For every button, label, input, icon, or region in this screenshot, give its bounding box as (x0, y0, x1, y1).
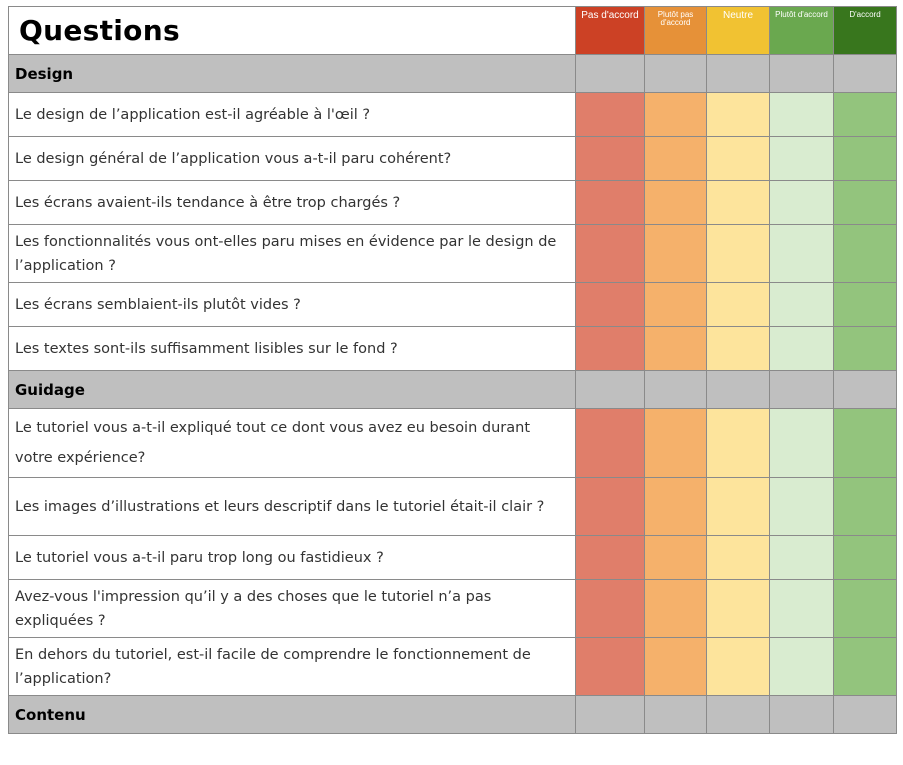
scale-label: Neutre (722, 10, 753, 21)
response-neutral[interactable] (706, 477, 770, 536)
response-neutral[interactable] (706, 92, 770, 137)
scale-label: D'accord (849, 10, 881, 19)
response-somewhat-disagree[interactable] (644, 408, 707, 478)
response-somewhat-agree[interactable] (769, 224, 834, 283)
response-strongly-disagree[interactable] (575, 326, 645, 371)
response-somewhat-disagree[interactable] (644, 579, 707, 638)
response-somewhat-agree[interactable] (769, 637, 834, 696)
survey-table: Questions Pas d'accord Plutôt pas d'acco… (8, 6, 897, 734)
response-somewhat-disagree[interactable] (644, 326, 707, 371)
question-row: Les écrans avaient-ils tendance à être t… (8, 180, 897, 225)
response-agree[interactable] (833, 136, 897, 181)
response-strongly-disagree[interactable] (575, 637, 645, 696)
response-neutral[interactable] (706, 180, 770, 225)
response-somewhat-agree[interactable] (769, 579, 834, 638)
question-text: Les images d’illustrations et leurs desc… (8, 477, 576, 536)
response-strongly-disagree[interactable] (575, 282, 645, 327)
title-cell: Questions (8, 6, 576, 55)
response-agree[interactable] (833, 282, 897, 327)
scale-header-strongly-disagree: Pas d'accord (575, 6, 645, 55)
response-somewhat-disagree[interactable] (644, 477, 707, 536)
question-row: En dehors du tutoriel, est-il facile de … (8, 637, 897, 696)
section-row-contenu: Contenu (8, 695, 897, 734)
question-row: Le tutoriel vous a-t-il expliqué tout ce… (8, 408, 897, 478)
response-somewhat-agree[interactable] (769, 92, 834, 137)
response-agree[interactable] (833, 535, 897, 580)
response-strongly-disagree[interactable] (575, 136, 645, 181)
question-text: Le design de l’application est-il agréab… (8, 92, 576, 137)
response-somewhat-disagree[interactable] (644, 224, 707, 283)
question-row: Avez-vous l'impression qu’il y a des cho… (8, 579, 897, 638)
response-somewhat-agree[interactable] (769, 535, 834, 580)
response-neutral[interactable] (706, 282, 770, 327)
scale-label: Plutôt d'accord (775, 10, 828, 19)
page-title: Questions (19, 14, 180, 47)
response-somewhat-agree[interactable] (769, 282, 834, 327)
response-agree[interactable] (833, 408, 897, 478)
question-text: Le tutoriel vous a-t-il paru trop long o… (8, 535, 576, 580)
question-row: Le design de l’application est-il agréab… (8, 92, 897, 137)
response-agree[interactable] (833, 224, 897, 283)
response-somewhat-disagree[interactable] (644, 282, 707, 327)
response-somewhat-disagree[interactable] (644, 637, 707, 696)
response-strongly-disagree[interactable] (575, 92, 645, 137)
response-somewhat-disagree[interactable] (644, 136, 707, 181)
scale-label: Pas d'accord (581, 10, 639, 21)
scale-header-somewhat-agree: Plutôt d'accord (769, 6, 834, 55)
response-strongly-disagree[interactable] (575, 579, 645, 638)
response-somewhat-disagree[interactable] (644, 180, 707, 225)
question-text: Les textes sont-ils suffisamment lisible… (8, 326, 576, 371)
response-agree[interactable] (833, 180, 897, 225)
question-row: Le design général de l’application vous … (8, 136, 897, 181)
scale-label: Plutôt pas d'accord (657, 10, 694, 27)
question-row: Les fonctionnalités vous ont-elles paru … (8, 224, 897, 283)
section-row-guidage: Guidage (8, 370, 897, 409)
question-row: Le tutoriel vous a-t-il paru trop long o… (8, 535, 897, 580)
scale-header-agree: D'accord (833, 6, 897, 55)
response-somewhat-disagree[interactable] (644, 535, 707, 580)
response-neutral[interactable] (706, 408, 770, 478)
response-somewhat-agree[interactable] (769, 136, 834, 181)
question-text: Le tutoriel vous a-t-il expliqué tout ce… (8, 408, 576, 478)
response-neutral[interactable] (706, 326, 770, 371)
question-text: Les écrans semblaient-ils plutôt vides ? (8, 282, 576, 327)
section-title: Contenu (15, 705, 86, 724)
question-text: Les écrans avaient-ils tendance à être t… (8, 180, 576, 225)
response-agree[interactable] (833, 92, 897, 137)
response-strongly-disagree[interactable] (575, 535, 645, 580)
question-text: Le design général de l’application vous … (8, 136, 576, 181)
question-text: Avez-vous l'impression qu’il y a des cho… (8, 579, 576, 638)
response-neutral[interactable] (706, 579, 770, 638)
section-row-design: Design (8, 54, 897, 93)
question-row: Les textes sont-ils suffisamment lisible… (8, 326, 897, 371)
question-row: Les images d’illustrations et leurs desc… (8, 477, 897, 536)
response-somewhat-agree[interactable] (769, 477, 834, 536)
response-strongly-disagree[interactable] (575, 180, 645, 225)
scale-header-neutral: Neutre (706, 6, 770, 55)
response-somewhat-agree[interactable] (769, 180, 834, 225)
question-row: Les écrans semblaient-ils plutôt vides ? (8, 282, 897, 327)
response-neutral[interactable] (706, 224, 770, 283)
response-somewhat-disagree[interactable] (644, 92, 707, 137)
response-agree[interactable] (833, 477, 897, 536)
response-neutral[interactable] (706, 535, 770, 580)
section-title: Guidage (15, 380, 85, 399)
scale-header-somewhat-disagree: Plutôt pas d'accord (644, 6, 707, 55)
question-text: Les fonctionnalités vous ont-elles paru … (8, 224, 576, 283)
section-title: Design (15, 64, 74, 83)
response-strongly-disagree[interactable] (575, 224, 645, 283)
response-agree[interactable] (833, 637, 897, 696)
response-strongly-disagree[interactable] (575, 477, 645, 536)
response-somewhat-agree[interactable] (769, 408, 834, 478)
question-text: En dehors du tutoriel, est-il facile de … (8, 637, 576, 696)
response-strongly-disagree[interactable] (575, 408, 645, 478)
response-agree[interactable] (833, 326, 897, 371)
header-row: Questions Pas d'accord Plutôt pas d'acco… (8, 6, 897, 55)
response-agree[interactable] (833, 579, 897, 638)
response-neutral[interactable] (706, 637, 770, 696)
response-somewhat-agree[interactable] (769, 326, 834, 371)
response-neutral[interactable] (706, 136, 770, 181)
